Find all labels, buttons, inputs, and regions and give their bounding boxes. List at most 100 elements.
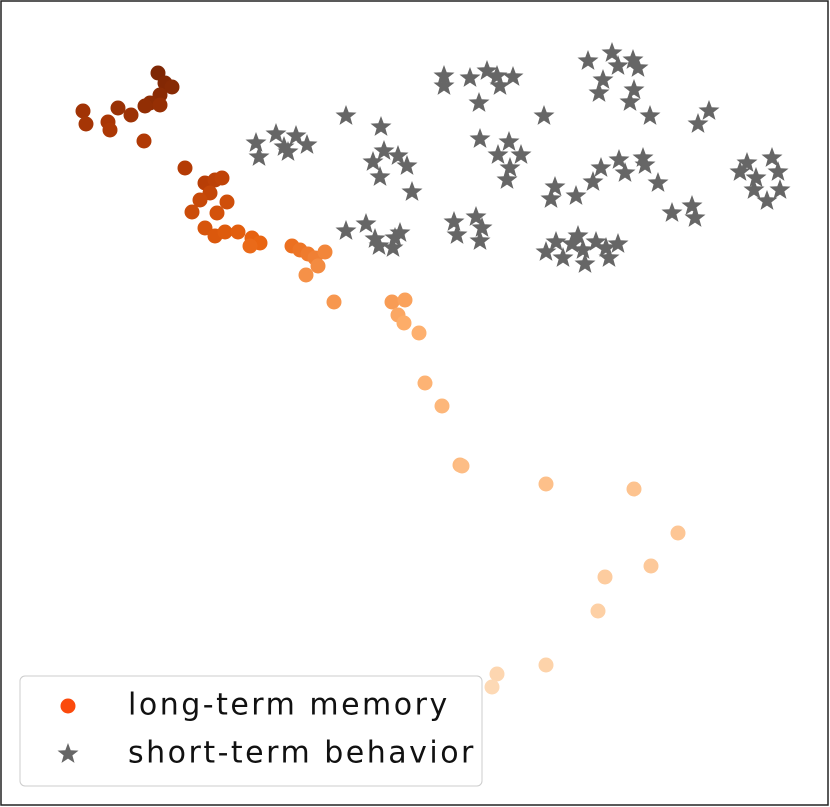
legend-marker <box>57 743 79 763</box>
circle-point <box>538 476 554 492</box>
legend-marker <box>60 698 76 714</box>
star-point <box>382 237 404 257</box>
star-point <box>387 145 409 165</box>
star-point <box>496 169 518 189</box>
star-point <box>433 65 455 85</box>
circle-point <box>123 107 139 123</box>
circle-point <box>590 603 606 619</box>
star-point <box>561 233 583 253</box>
star-point <box>533 105 555 125</box>
star-point <box>588 82 610 102</box>
star-point <box>756 190 778 210</box>
star-point <box>565 185 587 205</box>
star-point <box>265 123 287 143</box>
circle-point <box>397 292 413 308</box>
circle-point <box>454 458 470 474</box>
star-point <box>248 146 270 166</box>
star-point <box>296 134 318 154</box>
star-point <box>545 231 567 251</box>
circle-point <box>78 116 94 132</box>
star-point <box>601 42 623 62</box>
star-point <box>535 241 557 261</box>
star-point <box>632 147 654 167</box>
star-point <box>698 100 720 120</box>
star-point <box>469 128 491 148</box>
star-point <box>761 147 783 167</box>
star-point <box>487 144 509 164</box>
star-point <box>639 105 661 125</box>
star-point <box>595 237 617 257</box>
circle-point <box>326 294 342 310</box>
star-point <box>574 253 596 273</box>
circle-point <box>626 481 642 497</box>
circle-point <box>152 97 168 113</box>
star-point <box>598 247 620 267</box>
star-point <box>619 91 641 111</box>
circle-point <box>538 657 554 673</box>
circle-point <box>597 569 613 585</box>
circle-point <box>219 194 235 210</box>
star-point <box>627 57 649 77</box>
star-point <box>540 188 562 208</box>
star-point <box>572 239 594 259</box>
star-point <box>476 60 498 80</box>
star-point <box>362 151 384 171</box>
star-point <box>433 75 455 95</box>
star-point <box>647 172 669 192</box>
legend-box <box>19 675 483 787</box>
circle-point <box>184 204 200 220</box>
star-point <box>585 231 607 251</box>
star-point <box>469 230 491 250</box>
circle-point <box>242 238 258 254</box>
star-point <box>373 140 395 160</box>
star-point <box>498 131 520 151</box>
circle-point <box>670 525 686 541</box>
star-point <box>486 65 508 85</box>
star-point <box>745 167 767 187</box>
circle-point <box>214 170 230 186</box>
circle-point <box>396 315 412 331</box>
star-point <box>608 149 630 169</box>
circle-point <box>411 325 427 341</box>
circle-point <box>75 103 91 119</box>
circle-point <box>384 294 400 310</box>
star-point <box>335 220 357 240</box>
legend-label: short-term behavior <box>128 736 476 771</box>
circle-point <box>217 224 233 240</box>
circle-point <box>434 398 450 414</box>
circle-point <box>310 258 326 274</box>
star-point <box>681 195 703 215</box>
star-point <box>335 105 357 125</box>
star-point <box>368 235 390 255</box>
circle-point <box>484 679 500 695</box>
star-point <box>729 161 751 181</box>
star-point <box>736 152 758 172</box>
star-point <box>370 116 392 136</box>
circle-point <box>197 220 213 236</box>
star-point <box>623 79 645 99</box>
circle-point <box>317 244 333 260</box>
star-point <box>661 202 683 222</box>
star-point <box>582 171 604 191</box>
star-point <box>767 161 789 181</box>
circle-point <box>102 122 118 138</box>
star-point <box>614 162 636 182</box>
circle-point <box>298 267 314 283</box>
star-point <box>468 92 490 112</box>
star-point <box>687 113 709 133</box>
circle-point <box>489 666 505 682</box>
star-point <box>401 181 423 201</box>
circle-point <box>417 375 433 391</box>
star-point <box>684 207 706 227</box>
star-point <box>446 224 468 244</box>
circle-point <box>192 192 208 208</box>
circle-point <box>136 133 152 149</box>
star-point <box>465 206 487 226</box>
circle-point <box>110 100 126 116</box>
star-point <box>355 213 377 233</box>
star-point <box>502 66 524 86</box>
star-point <box>577 50 599 70</box>
star-point <box>471 217 493 237</box>
